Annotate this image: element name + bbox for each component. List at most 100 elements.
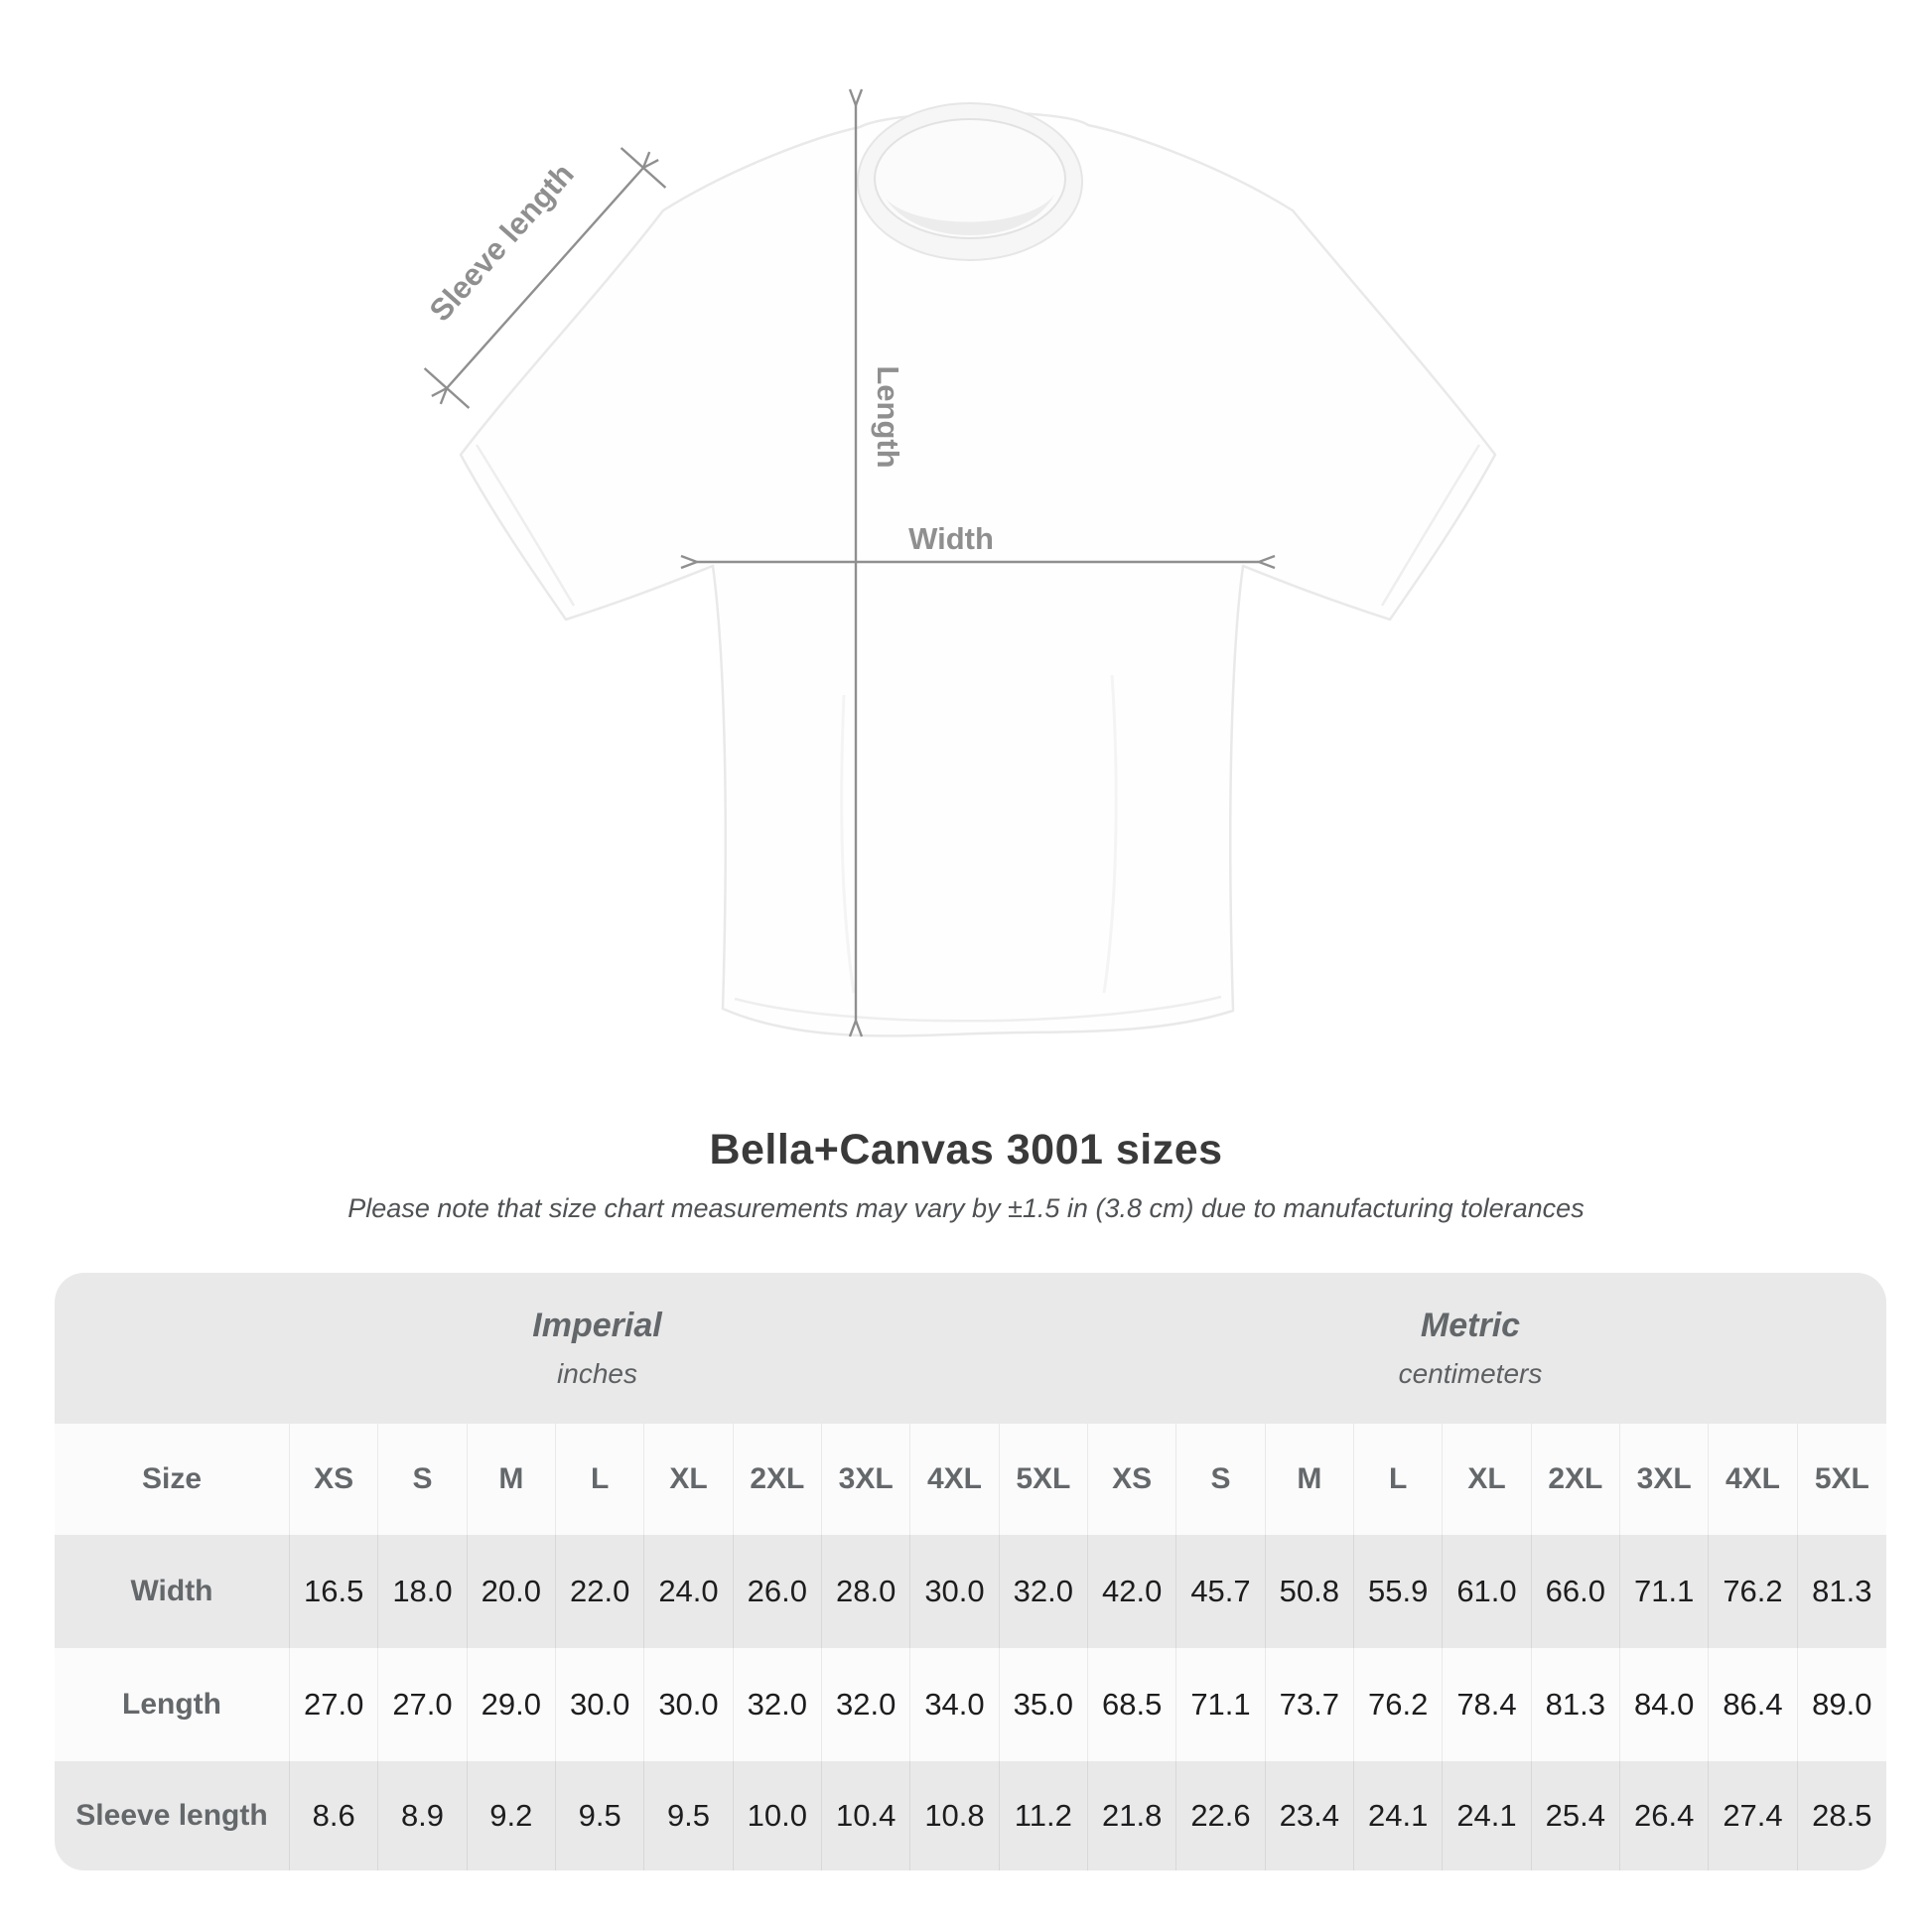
sleeve-length-arrow bbox=[447, 168, 643, 388]
wrinkle-right bbox=[1102, 674, 1118, 994]
length-met-xl: 78.4 bbox=[1443, 1648, 1532, 1761]
length-imp-3xl: 32.0 bbox=[822, 1648, 911, 1761]
tolerance-note: Please note that size chart measurements… bbox=[347, 1193, 1585, 1223]
width-met-5xl: 81.3 bbox=[1812, 1574, 1872, 1608]
unit-group-metric: Metric centimeters bbox=[1088, 1273, 1886, 1424]
sleeve-met-5xl: 28.5 bbox=[1812, 1798, 1872, 1833]
size-header-imp-l: L bbox=[556, 1424, 645, 1535]
length-met-3xl: 84.0 bbox=[1620, 1648, 1710, 1761]
sleeve-met-2xl: 25.4 bbox=[1532, 1761, 1620, 1870]
size-header-met-xs: XS bbox=[1088, 1424, 1177, 1535]
sleeve-length-start-tick bbox=[620, 147, 667, 189]
size-header-imp-xl: XL bbox=[644, 1424, 734, 1535]
size-header-met-m: M bbox=[1265, 1424, 1354, 1535]
sleeve-imp-m: 9.2 bbox=[468, 1761, 556, 1870]
size-header-met-2xl: 2XL bbox=[1531, 1424, 1620, 1535]
collar-shadow bbox=[886, 195, 1054, 236]
length-met-m: 73.7 bbox=[1265, 1648, 1354, 1761]
size-header-met-l: L bbox=[1354, 1424, 1444, 1535]
size-header-imp-4xl: 4XL bbox=[910, 1424, 1000, 1535]
width-met-xs: 42.0 bbox=[1088, 1535, 1177, 1648]
width-label: Width bbox=[908, 521, 994, 556]
width-met-2xl: 66.0 bbox=[1532, 1535, 1620, 1648]
sleeve-met-3xl: 26.4 bbox=[1620, 1761, 1710, 1870]
right-cuff-seam bbox=[1380, 444, 1481, 607]
row-label-width: Width bbox=[55, 1535, 290, 1648]
sleeve-imp-xl: 9.5 bbox=[644, 1761, 734, 1870]
row-label-sleeve-length: Sleeve length bbox=[55, 1761, 290, 1870]
length-met-xs: 68.5 bbox=[1088, 1648, 1177, 1761]
width-met-l: 55.9 bbox=[1354, 1535, 1444, 1648]
length-imp-m: 29.0 bbox=[467, 1648, 556, 1761]
length-imp-2xl: 32.0 bbox=[733, 1648, 822, 1761]
length-met-4xl: 86.4 bbox=[1709, 1648, 1798, 1761]
width-imp-l: 22.0 bbox=[556, 1535, 645, 1648]
hem-seam bbox=[734, 995, 1222, 1023]
unit-group-imperial: Imperial inches bbox=[55, 1273, 1088, 1424]
size-header-met-4xl: 4XL bbox=[1709, 1424, 1798, 1535]
metric-unit: centimeters bbox=[1398, 1358, 1543, 1389]
sleeve-imp-5xl: 11.2 bbox=[1000, 1761, 1088, 1870]
row-label-length: Length bbox=[55, 1648, 290, 1761]
width-imp-xs: 16.5 bbox=[290, 1535, 379, 1648]
length-label: Length bbox=[871, 365, 905, 468]
length-met-s: 71.1 bbox=[1176, 1648, 1266, 1761]
width-imp-m: 20.0 bbox=[468, 1535, 556, 1648]
sleeve-met-xs: 21.8 bbox=[1088, 1761, 1177, 1870]
length-imp-4xl: 34.0 bbox=[910, 1648, 1000, 1761]
size-header-imp-2xl: 2XL bbox=[733, 1424, 822, 1535]
sleeve-imp-l: 9.5 bbox=[556, 1761, 645, 1870]
size-header-met-xl: XL bbox=[1443, 1424, 1532, 1535]
left-cuff-seam bbox=[475, 444, 576, 607]
length-imp-5xl: 35.0 bbox=[999, 1648, 1088, 1761]
sleeve-met-m: 23.4 bbox=[1266, 1761, 1354, 1870]
sleeve-met-s: 22.6 bbox=[1176, 1761, 1266, 1870]
width-met-xl: 61.0 bbox=[1443, 1535, 1532, 1648]
length-met-5xl: 89.0 bbox=[1797, 1648, 1886, 1761]
width-met-4xl: 76.2 bbox=[1709, 1535, 1798, 1648]
width-met-m: 50.8 bbox=[1266, 1535, 1354, 1648]
size-header-imp-s: S bbox=[378, 1424, 468, 1535]
width-imp-3xl: 28.0 bbox=[822, 1535, 911, 1648]
width-imp-s: 18.0 bbox=[378, 1535, 468, 1648]
length-imp-l: 30.0 bbox=[556, 1648, 645, 1761]
width-met-s: 45.7 bbox=[1176, 1535, 1266, 1648]
length-met-2xl: 81.3 bbox=[1531, 1648, 1620, 1761]
width-met-3xl: 71.1 bbox=[1620, 1535, 1710, 1648]
tshirt-body bbox=[459, 111, 1497, 1037]
sleeve-imp-xs: 8.6 bbox=[290, 1761, 379, 1870]
width-imp-4xl: 30.0 bbox=[910, 1535, 1000, 1648]
size-header-met-3xl: 3XL bbox=[1620, 1424, 1710, 1535]
tshirt-illustration bbox=[459, 102, 1497, 1037]
length-met-l: 76.2 bbox=[1354, 1648, 1444, 1761]
size-header-imp-3xl: 3XL bbox=[822, 1424, 911, 1535]
page-title: Bella+Canvas 3001 sizes bbox=[709, 1126, 1223, 1173]
metric-label: Metric bbox=[1420, 1307, 1521, 1344]
size-header-met-s: S bbox=[1176, 1424, 1266, 1535]
imperial-unit: inches bbox=[557, 1358, 637, 1389]
size-col-header: Size bbox=[55, 1424, 290, 1535]
size-header-imp-m: M bbox=[467, 1424, 556, 1535]
size-header-imp-xs: XS bbox=[290, 1424, 379, 1535]
collar-opening bbox=[874, 118, 1066, 239]
imperial-label: Imperial bbox=[532, 1307, 662, 1344]
sleeve-met-l: 24.1 bbox=[1354, 1761, 1444, 1870]
dimension-lines bbox=[423, 105, 1259, 1021]
length-imp-s: 27.0 bbox=[378, 1648, 468, 1761]
sleeve-imp-2xl: 10.0 bbox=[734, 1761, 822, 1870]
size-table: Imperial inches Metric centimeters Size … bbox=[55, 1273, 1886, 1870]
sleeve-length-label: Sleeve length bbox=[423, 157, 581, 329]
length-imp-xl: 30.0 bbox=[644, 1648, 734, 1761]
sleeve-imp-4xl: 10.8 bbox=[910, 1761, 1000, 1870]
sleeve-imp-s: 8.9 bbox=[378, 1761, 468, 1870]
tshirt-measurement-diagram: Sleeve length Length Width bbox=[423, 0, 1497, 1037]
sleeve-met-4xl: 27.4 bbox=[1709, 1761, 1798, 1870]
width-imp-5xl: 32.0 bbox=[1000, 1535, 1088, 1648]
size-header-imp-5xl: 5XL bbox=[999, 1424, 1088, 1535]
width-imp-xl: 24.0 bbox=[644, 1535, 734, 1648]
sleeve-imp-3xl: 10.4 bbox=[822, 1761, 911, 1870]
width-imp-2xl: 26.0 bbox=[734, 1535, 822, 1648]
length-imp-xs: 27.0 bbox=[290, 1648, 379, 1761]
sleeve-length-end-tick bbox=[423, 367, 471, 409]
